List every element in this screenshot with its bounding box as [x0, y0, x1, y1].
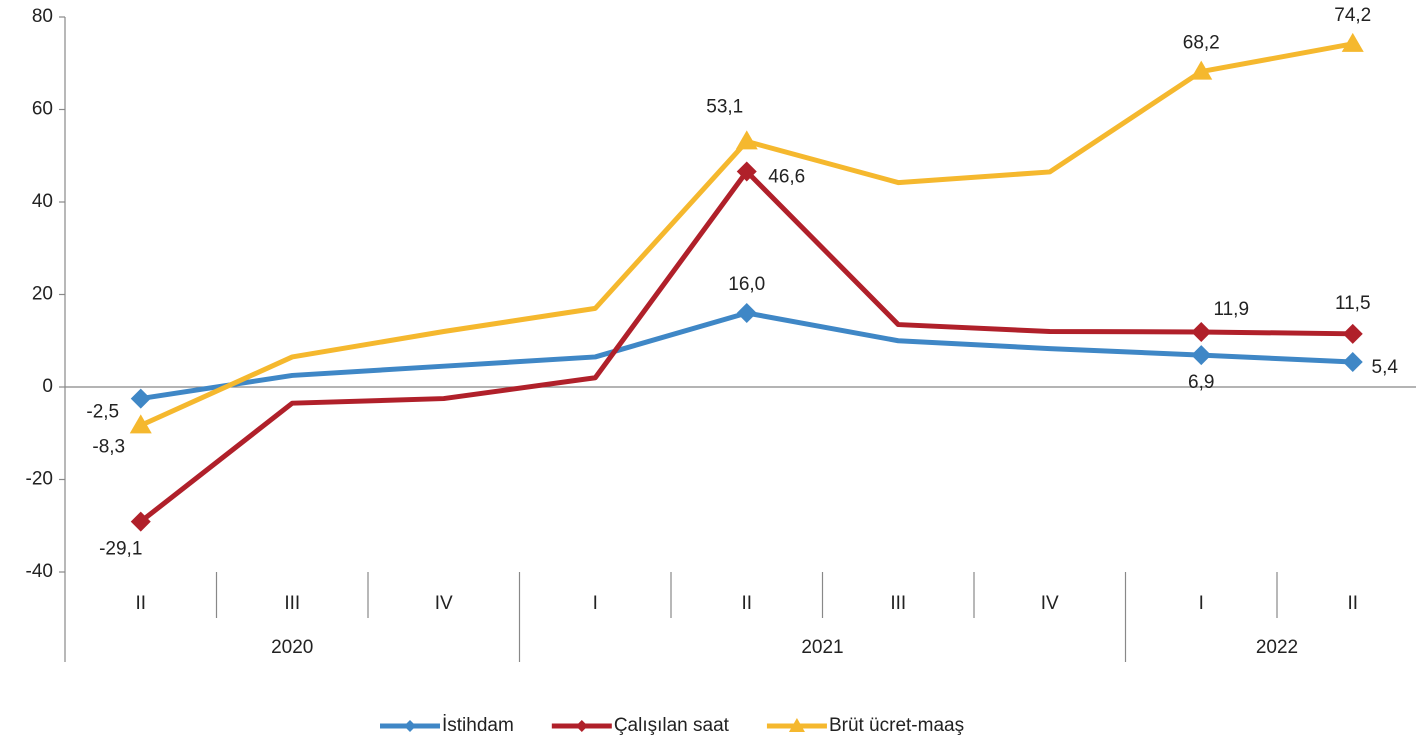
y-tick-label: 20 — [32, 284, 53, 305]
data-label: -8,3 — [92, 436, 125, 457]
legend-marker — [575, 720, 588, 732]
series-line — [140, 310, 1353, 402]
y-tick-label: 60 — [32, 99, 53, 120]
data-label: 74,2 — [1334, 5, 1371, 26]
data-label: -2,5 — [86, 402, 119, 423]
legend-marker — [788, 718, 805, 732]
point-marker — [130, 388, 151, 409]
legend-marker — [404, 720, 416, 732]
data-label: 6,9 — [1188, 372, 1214, 393]
legend-label: Çalışılan saat — [614, 715, 730, 736]
point-marker — [1341, 32, 1364, 52]
point-marker — [735, 130, 758, 150]
data-label: 11,5 — [1335, 293, 1371, 314]
x-tick-label: IV — [1041, 593, 1059, 614]
data-label: 16,0 — [728, 274, 765, 295]
point-marker — [1190, 60, 1213, 80]
data-label: 11,9 — [1213, 299, 1249, 320]
year-label: 2020 — [271, 637, 313, 658]
legend-label: Brüt ücret-maaş — [829, 715, 964, 736]
x-tick-label: I — [593, 593, 598, 614]
data-label: 68,2 — [1183, 33, 1220, 54]
data-label: 5,4 — [1372, 357, 1399, 378]
data-label: 46,6 — [768, 166, 805, 187]
year-label: 2022 — [1256, 637, 1298, 658]
y-tick-label: -40 — [26, 561, 53, 582]
y-tick-label: 40 — [32, 191, 53, 212]
point-marker — [736, 303, 757, 323]
x-tick-label: III — [890, 593, 906, 614]
point-marker — [1191, 345, 1212, 366]
y-tick-label: 80 — [32, 6, 53, 27]
x-tick-label: II — [135, 593, 146, 614]
point-marker — [1191, 321, 1212, 342]
x-tick-label: I — [1199, 593, 1204, 614]
point-marker — [1342, 352, 1363, 373]
x-tick-label: II — [1347, 593, 1358, 614]
x-tick-label: II — [741, 593, 752, 614]
point-marker — [1342, 323, 1363, 344]
data-label: -29,1 — [99, 539, 142, 560]
point-marker — [130, 511, 151, 532]
point-marker — [129, 414, 152, 434]
x-tick-label: III — [284, 593, 300, 614]
y-tick-label: -20 — [26, 469, 53, 490]
point-marker — [736, 161, 757, 182]
series-line — [139, 168, 1353, 524]
y-tick-label: 0 — [42, 376, 53, 397]
data-label: 53,1 — [706, 96, 743, 117]
x-tick-label: IV — [435, 593, 453, 614]
series-line — [139, 41, 1354, 428]
year-label: 2021 — [801, 637, 843, 658]
legend-label: İstihdam — [442, 715, 514, 736]
